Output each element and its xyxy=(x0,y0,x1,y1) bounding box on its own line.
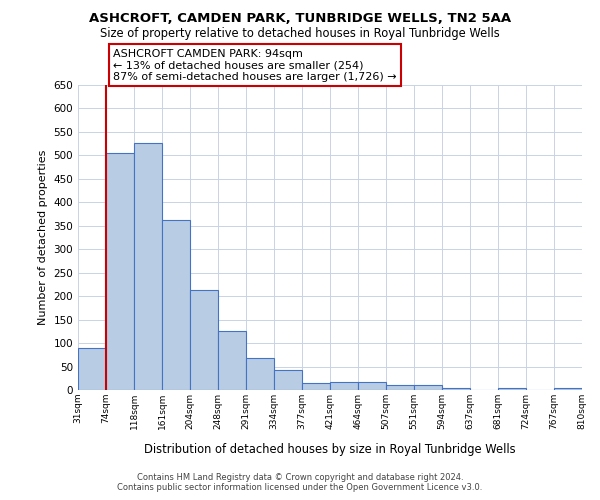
Bar xyxy=(78,348,106,390)
Bar xyxy=(442,388,470,390)
Y-axis label: Number of detached properties: Number of detached properties xyxy=(38,150,48,325)
Text: Contains HM Land Registry data © Crown copyright and database right 2024.: Contains HM Land Registry data © Crown c… xyxy=(137,472,463,482)
Bar xyxy=(106,153,134,390)
Bar xyxy=(330,382,358,390)
Bar xyxy=(414,386,442,390)
Bar xyxy=(246,358,274,390)
Text: Distribution of detached houses by size in Royal Tunbridge Wells: Distribution of detached houses by size … xyxy=(144,442,516,456)
Bar xyxy=(498,388,526,390)
Bar xyxy=(218,332,246,390)
Bar xyxy=(190,290,218,390)
Bar xyxy=(554,388,582,390)
Bar xyxy=(274,370,302,390)
Text: ASHCROFT, CAMDEN PARK, TUNBRIDGE WELLS, TN2 5AA: ASHCROFT, CAMDEN PARK, TUNBRIDGE WELLS, … xyxy=(89,12,511,26)
Bar xyxy=(358,382,386,390)
Text: Contains public sector information licensed under the Open Government Licence v3: Contains public sector information licen… xyxy=(118,482,482,492)
Bar xyxy=(162,220,190,390)
Bar xyxy=(302,383,330,390)
Bar xyxy=(386,386,414,390)
Bar xyxy=(134,142,162,390)
Text: ASHCROFT CAMDEN PARK: 94sqm
← 13% of detached houses are smaller (254)
87% of se: ASHCROFT CAMDEN PARK: 94sqm ← 13% of det… xyxy=(113,49,397,82)
Text: Size of property relative to detached houses in Royal Tunbridge Wells: Size of property relative to detached ho… xyxy=(100,28,500,40)
